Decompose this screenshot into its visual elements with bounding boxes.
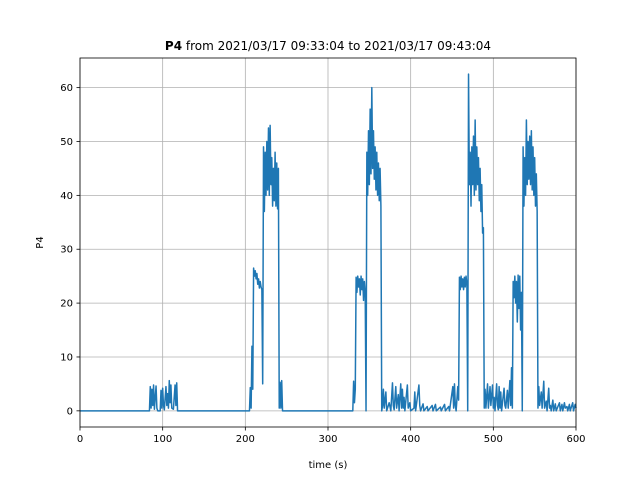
y-tick-label: 30: [60, 245, 73, 256]
y-tick-label: 20: [60, 299, 73, 310]
x-tick-label: 300: [318, 434, 337, 445]
x-tick-label: 0: [77, 434, 83, 445]
grid: [79, 58, 577, 427]
x-tick-label: 600: [566, 434, 585, 445]
x-tick-label: 400: [401, 434, 420, 445]
series-line-p4: [80, 73, 577, 412]
chart-title: P4 from 2021/03/17 09:33:04 to 2021/03/1…: [165, 39, 491, 53]
x-tick-label: 500: [484, 434, 503, 445]
x-tick-label: 100: [153, 434, 172, 445]
y-tick-label: 50: [60, 137, 73, 148]
y-axis-label: P4: [35, 236, 46, 248]
y-tick-label: 0: [67, 406, 73, 417]
chart-title-rest: from 2021/03/17 09:33:04 to 2021/03/17 0…: [182, 39, 491, 53]
plot-area: [80, 73, 577, 412]
y-tick-label: 10: [60, 352, 73, 363]
x-axis: 0 100 200 300 400 500 600: [77, 427, 586, 445]
x-axis-label: time (s): [309, 460, 348, 471]
y-tick-label: 40: [60, 191, 73, 202]
y-axis: 0 10 20 30 40 50 60: [60, 83, 80, 417]
y-tick-label: 60: [60, 83, 73, 94]
x-tick-label: 200: [236, 434, 255, 445]
chart-title-bold: P4: [165, 39, 182, 53]
